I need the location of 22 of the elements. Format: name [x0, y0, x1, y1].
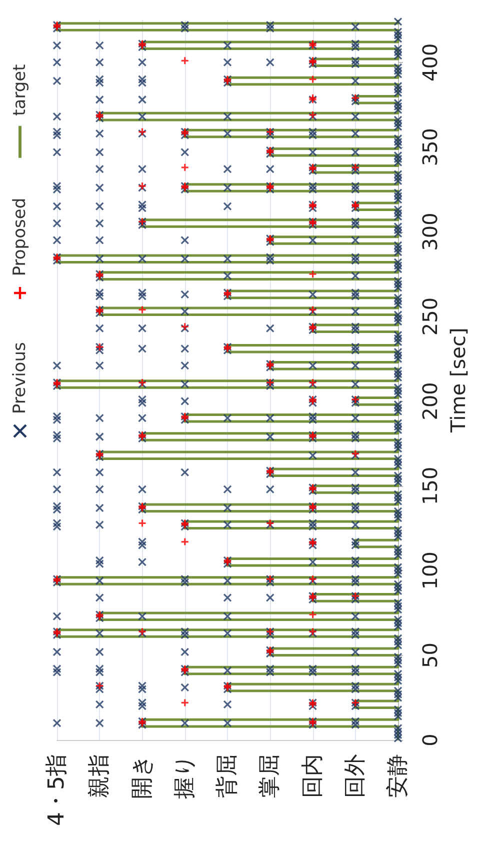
y-tick-label: 0 [418, 734, 442, 746]
x-tick-label: 開き [130, 754, 155, 799]
y-tick-label: 50 [418, 642, 442, 668]
x-tick-label: 掌屈 [258, 754, 283, 798]
x-tick-label: 安静 [386, 754, 410, 798]
x-tick-label: 回内 [300, 754, 326, 798]
x-tick-label: 4・5指 [44, 754, 70, 826]
y-tick-label: 250 [418, 297, 442, 336]
x-tick-label: 回外 [342, 754, 368, 798]
y-axis-title: Time [sec] [446, 328, 470, 434]
y-tick-label: 300 [418, 212, 442, 251]
y-tick-label: 100 [418, 551, 442, 590]
y-tick-label: 150 [418, 466, 442, 505]
x-tick-label: 背屈 [215, 754, 240, 798]
y-tick-label: 400 [418, 43, 442, 82]
y-tick-label: 200 [418, 382, 442, 420]
x-tick-label: 親指 [87, 754, 112, 798]
text: Proposed [10, 198, 30, 276]
x-tick-label: 握り [172, 754, 198, 799]
text: Previous [10, 342, 30, 414]
y-tick-label: 350 [418, 128, 442, 166]
text: target [10, 64, 30, 116]
